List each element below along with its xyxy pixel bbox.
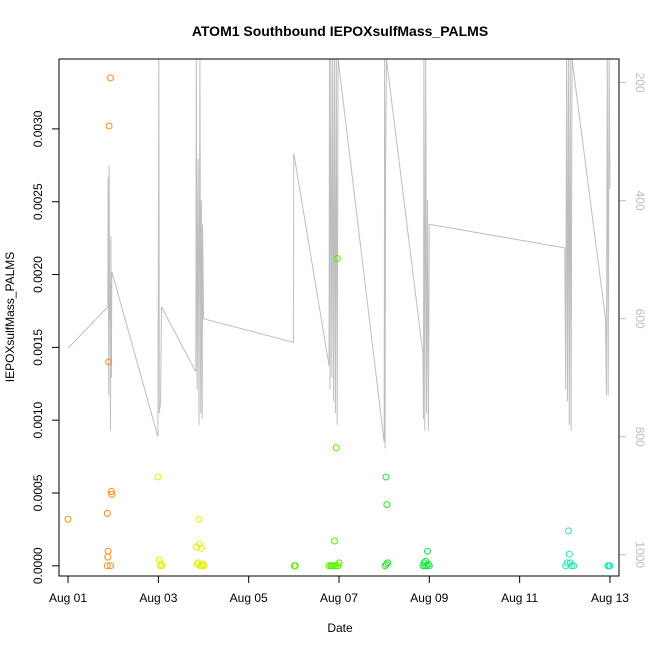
data-point-60 — [606, 562, 614, 570]
data-point-9 — [107, 488, 115, 495]
data-point-57 — [570, 562, 578, 570]
altitude-line — [67, 58, 611, 449]
data-point-27 — [291, 562, 299, 570]
data-point-1 — [103, 509, 111, 517]
data-point-34 — [332, 444, 340, 452]
data-point-20 — [196, 540, 203, 548]
data-point-11 — [154, 473, 162, 481]
data-point-48 — [424, 547, 431, 555]
y2-tick-label-3: 800 — [633, 427, 647, 447]
data-point-25 — [200, 562, 208, 570]
data-point-10 — [108, 490, 116, 498]
y-axis-label: IEPOXsulfMass_PALMS — [3, 252, 17, 383]
data-point-49 — [424, 560, 432, 568]
data-points — [64, 74, 614, 570]
data-point-31 — [330, 562, 338, 570]
chart-title: ATOM1 Southbound IEPOXsulfMass_PALMS — [192, 23, 488, 39]
x-tick-label-2: Aug 05 — [230, 591, 268, 605]
y2-tick-label-0: 200 — [633, 73, 647, 93]
y-tick-label-2: 0.0010 — [31, 401, 45, 438]
data-point-36 — [334, 562, 342, 570]
data-point-50 — [425, 562, 433, 570]
y2-tick-label-2: 600 — [633, 309, 647, 329]
x-tick-label-3: Aug 07 — [320, 591, 358, 605]
y-tick-label-3: 0.0015 — [31, 329, 45, 366]
data-point-19 — [195, 515, 203, 523]
y-tick-label-0: 0.0000 — [31, 547, 45, 584]
data-point-6 — [103, 562, 111, 570]
data-point-7 — [107, 562, 114, 570]
data-point-2 — [104, 553, 112, 561]
data-point-14 — [157, 560, 165, 568]
y-tick-label-5: 0.0025 — [31, 183, 45, 220]
x-tick-label-1: Aug 03 — [139, 591, 177, 605]
data-point-3 — [104, 547, 112, 555]
data-point-41 — [383, 501, 391, 509]
data-point-40 — [382, 560, 390, 568]
altitude-series — [67, 58, 611, 449]
data-point-22 — [197, 544, 205, 552]
data-point-35 — [333, 255, 341, 262]
data-point-0 — [64, 515, 72, 523]
data-point-54 — [565, 550, 573, 558]
axes: Aug 01 Aug 03 Aug 05 Aug 07 Aug 09 Aug 11 Aug … — [31, 73, 647, 605]
data-point-39 — [382, 473, 390, 481]
y-tick-label-6: 0.0030 — [31, 110, 45, 147]
data-point-24 — [199, 560, 207, 568]
data-point-5 — [105, 122, 113, 130]
data-point-53 — [564, 527, 572, 535]
y-tick-label-1: 0.0005 — [31, 474, 45, 511]
x-tick-label-0: Aug 01 — [49, 591, 87, 605]
data-point-15 — [158, 562, 166, 570]
y-tick-label-4: 0.0020 — [31, 256, 45, 293]
x-axis-label: Date — [327, 621, 353, 635]
data-point-37 — [335, 559, 343, 567]
data-point-42 — [384, 559, 392, 567]
x-tick-label-6: Aug 13 — [591, 591, 629, 605]
data-point-32 — [331, 537, 338, 545]
data-point-56 — [568, 562, 576, 570]
y2-tick-label-4: 1000 — [633, 541, 647, 568]
y2-tick-label-1: 400 — [633, 191, 647, 211]
x-tick-label-5: Aug 11 — [501, 591, 538, 605]
data-point-47 — [423, 562, 431, 570]
data-point-8 — [107, 74, 114, 82]
x-tick-label-4: Aug 09 — [410, 591, 448, 605]
data-point-4 — [105, 358, 113, 366]
plot-frame — [58, 58, 620, 577]
